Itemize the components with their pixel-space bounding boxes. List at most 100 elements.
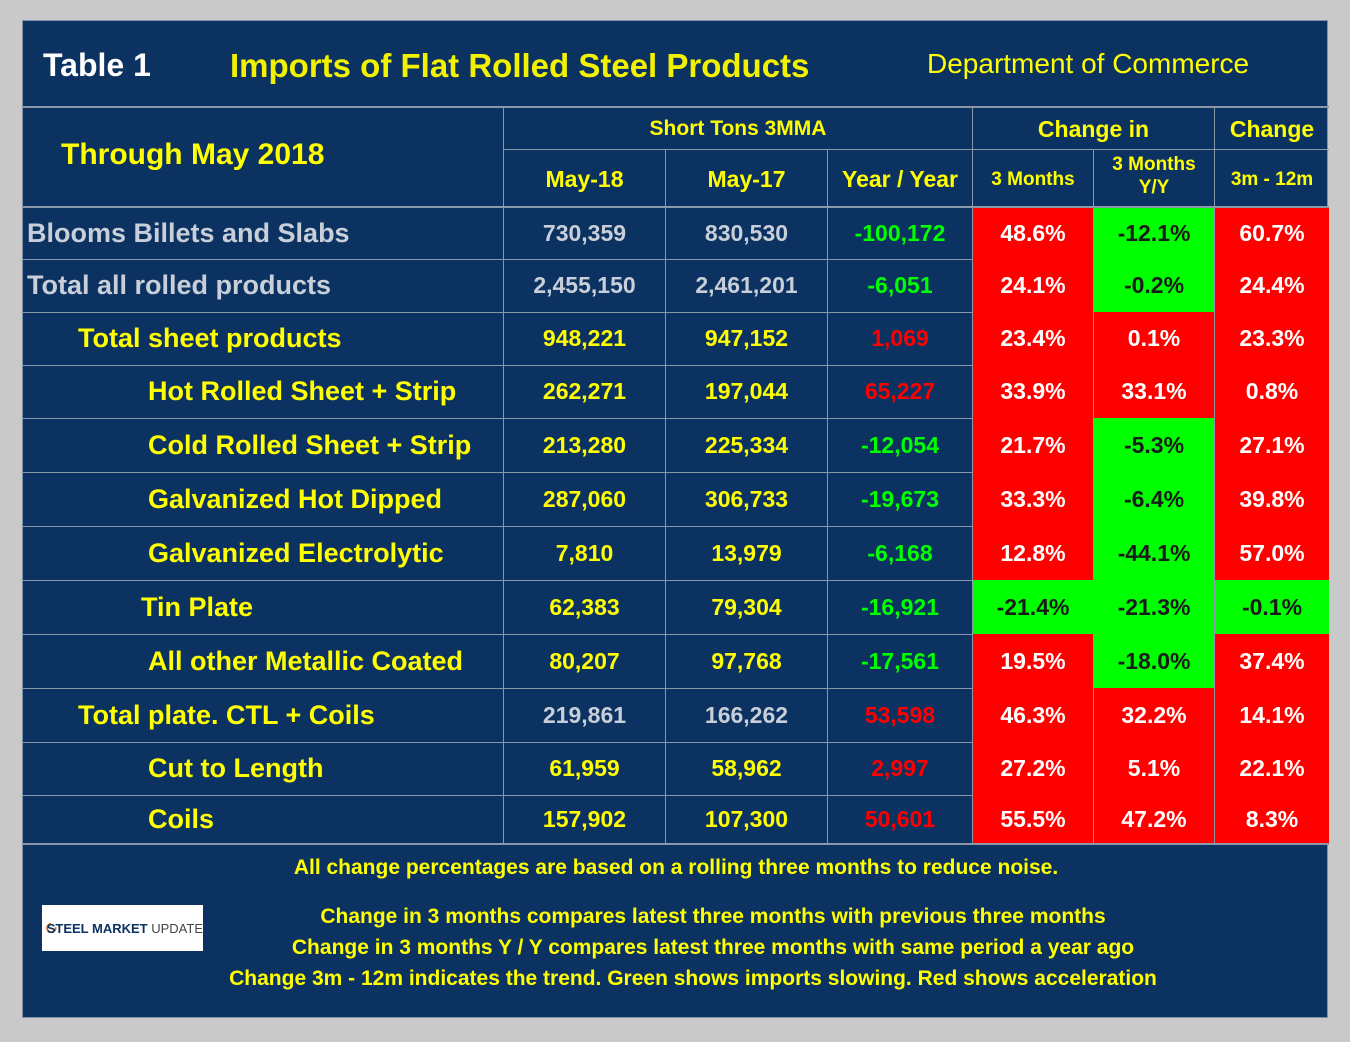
footer-note-3: Change in 3 months Y / Y compares latest… — [291, 936, 1135, 959]
cell-may18: 61,959 — [549, 755, 620, 781]
cell-yoy: -16,921 — [860, 593, 939, 620]
table-row: Galvanized Hot Dipped 287,060 306,733 -19,6… — [23, 472, 1329, 526]
cell-3m12m: 37.4% — [1215, 634, 1329, 688]
row-label: Total sheet products — [78, 323, 342, 353]
steel-market-update-logo: STEEL MARKET UPDATE — [42, 905, 203, 951]
cell-may17: 13,979 — [711, 539, 782, 566]
cell-3m: -21.4% — [973, 580, 1093, 634]
logo-suffix: UPDATE — [151, 920, 203, 936]
footer-note-1: All change percentages are based on a ro… — [293, 856, 1059, 879]
vline-label — [503, 106, 504, 843]
col-header-3myy-line2: Y/Y — [1138, 177, 1170, 198]
cell-may17: 306,733 — [704, 485, 789, 512]
cell-may18: 730,359 — [542, 220, 627, 246]
col-header-may18: May-18 — [545, 166, 624, 192]
header-change-in: Change in — [1037, 116, 1150, 142]
row-divider — [23, 634, 1329, 635]
cell-3m12m: -0.1% — [1215, 580, 1329, 634]
table-row: Cut to Length 61,959 58,962 2,997 27.2% 5.1% 2… — [23, 742, 1329, 795]
table-bottom — [23, 843, 1329, 845]
cell-3m: 48.6% — [973, 208, 1093, 259]
cell-may18: 80,207 — [549, 647, 620, 674]
row-divider — [23, 742, 1329, 743]
cell-yoy: 50,601 — [864, 805, 936, 832]
cell-3myy: 47.2% — [1094, 795, 1214, 843]
cell-3m: 33.9% — [973, 365, 1093, 418]
footer-note-4: Change 3m - 12m indicates the trend. Gre… — [229, 967, 1157, 990]
cell-may17: 58,962 — [711, 755, 782, 781]
row-label: Coils — [148, 803, 215, 834]
row-divider — [23, 472, 1329, 473]
col-header-3myy: 3 Months Y/Y — [1094, 153, 1214, 199]
cell-may17: 166,262 — [704, 701, 789, 728]
cell-3myy: -44.1% — [1094, 526, 1214, 580]
vline-may17 — [827, 149, 828, 843]
col-header-3m12m: 3m - 12m — [1230, 169, 1314, 190]
cell-may18: 219,861 — [542, 701, 627, 728]
cell-may17: 947,152 — [704, 325, 789, 351]
table-row: Total sheet products 948,221 947,152 1,069 2… — [23, 312, 1329, 365]
cell-may18: 7,810 — [555, 539, 614, 566]
row-divider — [23, 526, 1329, 527]
cell-3m: 33.3% — [973, 472, 1093, 526]
cell-yoy: 53,598 — [864, 701, 936, 728]
cell-may17: 197,044 — [704, 378, 789, 404]
cell-3myy: -6.4% — [1094, 472, 1214, 526]
cell-3myy: 5.1% — [1094, 742, 1214, 795]
table-row: Blooms Billets and Slabs 730,359 830,530 -1… — [23, 208, 1329, 259]
col-header-may17: May-17 — [707, 166, 786, 192]
table-row: Total plate. CTL + Coils 219,861 166,262 53… — [23, 688, 1329, 742]
cell-3myy: -0.2% — [1094, 259, 1214, 312]
cell-3m: 55.5% — [973, 795, 1093, 843]
cell-yoy: 65,227 — [864, 378, 936, 404]
cell-3myy: 32.2% — [1094, 688, 1214, 742]
row-label: Blooms Billets and Slabs — [27, 218, 350, 248]
title-divider — [23, 106, 1329, 108]
vline-yoy — [972, 106, 973, 843]
row-label: Tin Plate — [141, 591, 254, 622]
header-change: Change — [1229, 116, 1315, 142]
cell-3m12m: 14.1% — [1215, 688, 1329, 742]
col-header-3myy-line1: 3 Months — [1112, 154, 1196, 175]
header-short-tons: Short Tons 3MMA — [649, 117, 827, 140]
table-row: Tin Plate 62,383 79,304 -16,921 -21.4% -21.3%… — [23, 580, 1329, 634]
table-row: Galvanized Electrolytic 7,810 13,979 -6,168… — [23, 526, 1329, 580]
cell-3m12m: 24.4% — [1215, 259, 1329, 312]
cell-3m: 24.1% — [973, 259, 1093, 312]
cell-may17: 107,300 — [704, 805, 789, 832]
cell-may18: 948,221 — [542, 325, 627, 351]
cell-3myy: -21.3% — [1094, 580, 1214, 634]
vline-3myy — [1214, 106, 1215, 843]
row-divider — [23, 795, 1329, 796]
row-label: Galvanized Electrolytic — [148, 537, 444, 568]
source-label: Department of Commerce — [927, 48, 1250, 79]
cell-3m12m: 60.7% — [1215, 208, 1329, 259]
row-divider — [23, 580, 1329, 581]
vline-may18 — [665, 149, 666, 843]
through-date: Through May 2018 — [61, 138, 325, 171]
cell-yoy: -12,054 — [860, 431, 939, 458]
cell-yoy: -17,561 — [860, 647, 939, 674]
cell-may18: 157,902 — [542, 805, 627, 832]
header-divider — [23, 206, 1329, 208]
row-divider — [23, 418, 1329, 419]
cell-yoy: -100,172 — [854, 220, 946, 246]
cell-3m: 46.3% — [973, 688, 1093, 742]
cell-may17: 225,334 — [704, 431, 789, 458]
cell-may17: 97,768 — [711, 647, 782, 674]
cell-may17: 830,530 — [704, 220, 789, 246]
cell-3myy: -5.3% — [1094, 418, 1214, 472]
cell-may18: 262,271 — [542, 378, 627, 404]
row-label: Hot Rolled Sheet + Strip — [148, 376, 457, 406]
cell-may18: 287,060 — [542, 485, 627, 512]
row-label: Total all rolled products — [27, 270, 332, 300]
row-label: Total plate. CTL + Coils — [78, 699, 375, 730]
table-label: Table 1 — [43, 47, 151, 83]
table-row: Total all rolled products 2,455,150 2,461,… — [23, 259, 1329, 312]
cell-may18: 2,455,150 — [533, 272, 636, 298]
cell-yoy: -19,673 — [860, 485, 939, 512]
cell-3m12m: 22.1% — [1215, 742, 1329, 795]
cell-3myy: 33.1% — [1094, 365, 1214, 418]
cell-3m12m: 8.3% — [1215, 795, 1329, 843]
cell-3myy: -12.1% — [1094, 208, 1214, 259]
